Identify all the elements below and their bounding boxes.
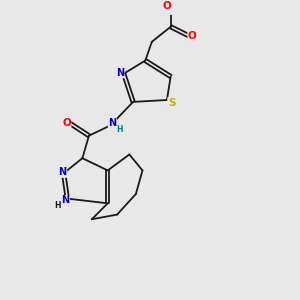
Text: O: O	[163, 1, 171, 11]
Text: H: H	[117, 124, 123, 134]
Text: N: N	[58, 167, 67, 177]
Text: O: O	[188, 31, 197, 41]
Text: N: N	[116, 68, 124, 78]
Text: H: H	[55, 201, 61, 210]
Text: S: S	[168, 98, 176, 108]
Text: N: N	[61, 196, 70, 206]
Text: N: N	[108, 118, 116, 128]
Text: O: O	[62, 118, 71, 128]
